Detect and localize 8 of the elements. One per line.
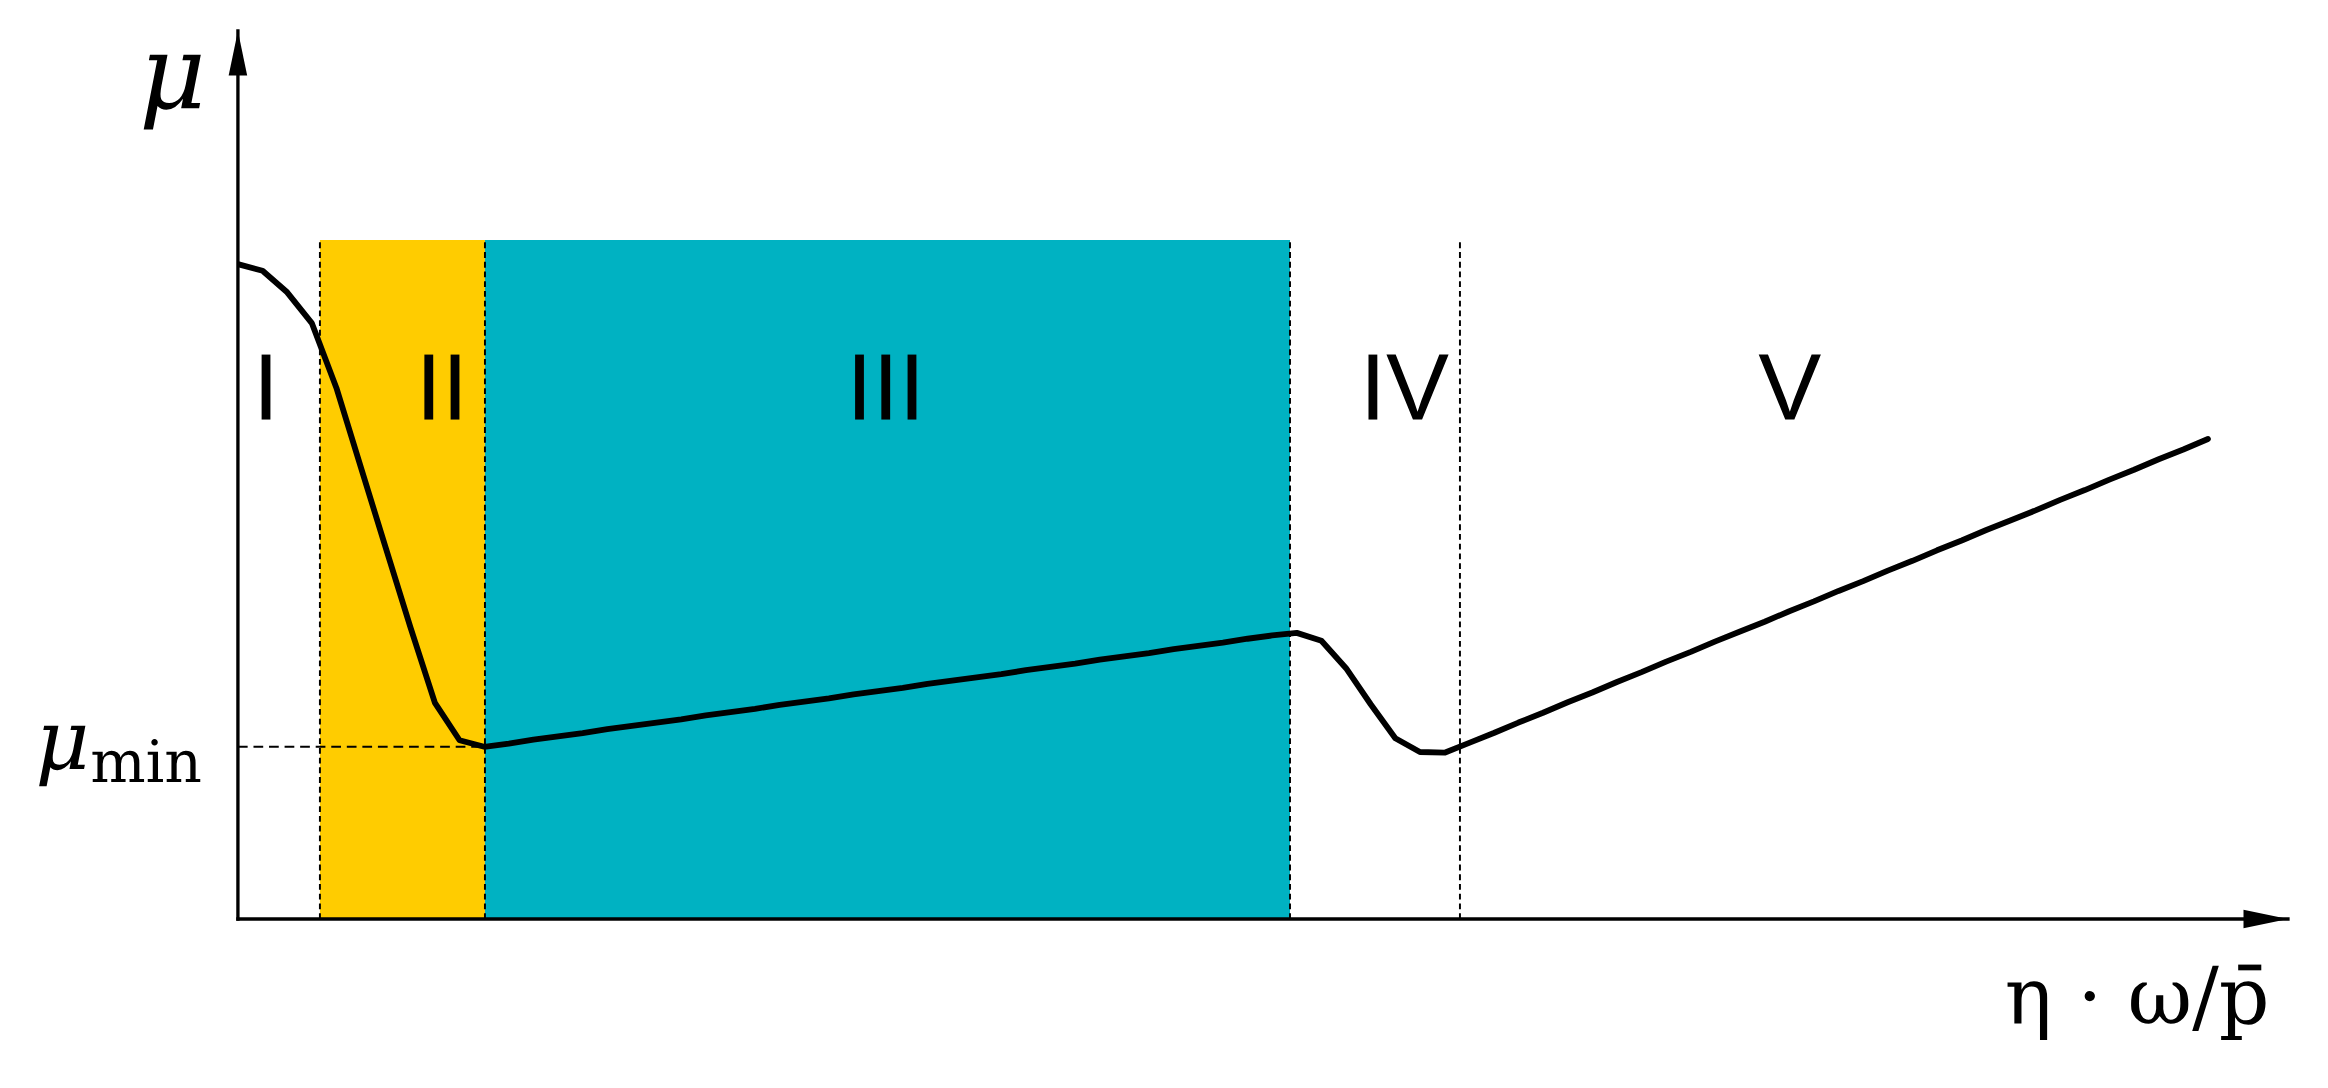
annotation: V (1758, 354, 1821, 420)
annotation: III (855, 354, 917, 420)
x-axis-title: η · ω/p̄ (2007, 964, 2266, 1041)
annotation: I (261, 354, 271, 420)
y-axis-title: μ (143, 54, 201, 130)
ref-line-label: μ$_{min}$ (39, 725, 201, 787)
annotation: IV (1368, 354, 1449, 420)
annotation: II (424, 354, 460, 420)
